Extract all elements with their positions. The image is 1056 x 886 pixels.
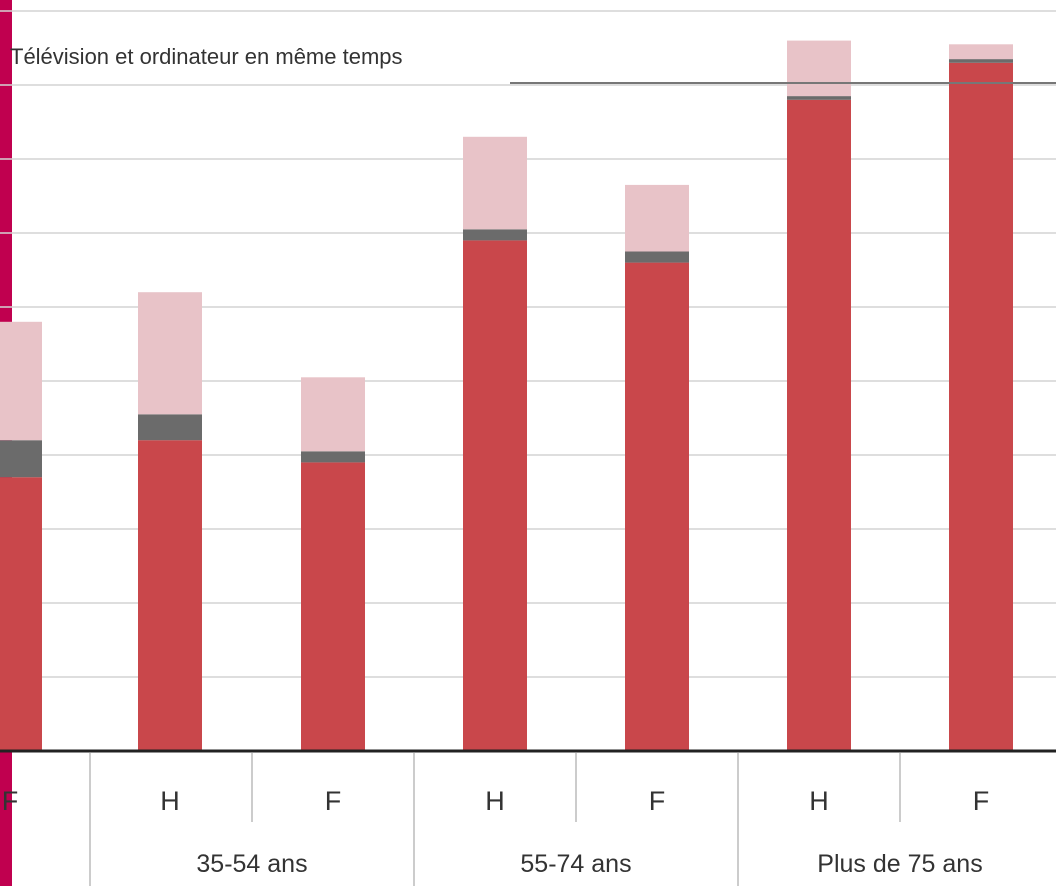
- bar-segment-top: [787, 40, 851, 97]
- bar-segment-top: [949, 44, 1013, 60]
- bar-segment-mid: [949, 59, 1013, 63]
- age-group-label: 35-54 ans: [196, 850, 307, 878]
- age-group-label: Plus de 75 ans: [817, 850, 982, 878]
- bar-segment-top: [301, 377, 365, 452]
- bar-segment-main: [949, 62, 1013, 752]
- bar-segment-mid: [787, 96, 851, 100]
- age-group-label: 55-74 ans: [520, 850, 631, 878]
- bar-segment-mid: [463, 229, 527, 241]
- bar-segment-top: [463, 136, 527, 230]
- bar-segment-main: [138, 440, 202, 751]
- bar-segment-main: [0, 477, 42, 751]
- bar-segment-mid: [0, 440, 42, 478]
- grid-lines: [0, 10, 1056, 678]
- bar-segment-main: [463, 240, 527, 751]
- bar-segment-top: [138, 292, 202, 415]
- bar-segment-top: [625, 184, 689, 252]
- x-axis-labels: F H F H F H F 35-54 ans 55-74 ans Plus de 75 ans: [2, 753, 990, 886]
- bars: [0, 40, 1013, 752]
- bar-segment-main: [301, 462, 365, 751]
- bar-segment-top: [0, 321, 42, 441]
- bar-segment-mid: [138, 414, 202, 441]
- sex-tick-label: F: [2, 786, 19, 816]
- legend-label: Télévision et ordinateur en même temps: [10, 44, 403, 69]
- sex-tick-label: H: [485, 786, 505, 816]
- sex-tick-label: H: [809, 786, 829, 816]
- bar-segment-mid: [301, 451, 365, 463]
- sex-tick-label: F: [649, 786, 666, 816]
- bar-segment-mid: [625, 251, 689, 263]
- sex-tick-label: F: [973, 786, 990, 816]
- sex-tick-label: H: [160, 786, 180, 816]
- bar-segment-main: [787, 99, 851, 752]
- bar-segment-main: [625, 262, 689, 751]
- sex-tick-label: F: [325, 786, 342, 816]
